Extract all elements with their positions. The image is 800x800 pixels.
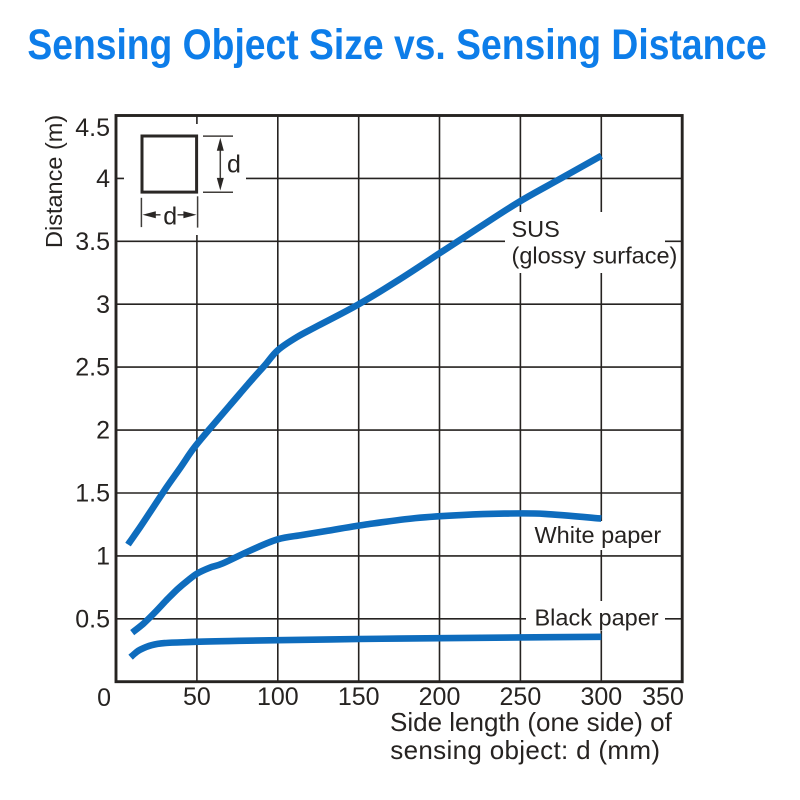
svg-text:d: d [227, 150, 241, 178]
svg-text:200: 200 [419, 683, 461, 711]
svg-text:d: d [163, 203, 177, 231]
svg-text:350: 350 [642, 683, 684, 711]
svg-text:Distance (m): Distance (m) [41, 115, 67, 248]
svg-text:150: 150 [338, 683, 380, 711]
svg-text:4.5: 4.5 [75, 114, 110, 142]
svg-text:250: 250 [500, 683, 542, 711]
svg-text:3.5: 3.5 [75, 228, 110, 256]
svg-text:White paper: White paper [535, 522, 662, 548]
svg-text:Side length (one side) of: Side length (one side) of [390, 707, 673, 737]
svg-text:100: 100 [257, 683, 299, 711]
svg-text:sensing object: d (mm): sensing object: d (mm) [390, 735, 660, 765]
svg-text:2.5: 2.5 [75, 354, 110, 382]
svg-text:50: 50 [183, 683, 211, 711]
svg-text:SUS: SUS [512, 216, 560, 242]
svg-text:1.5: 1.5 [75, 480, 110, 508]
svg-text:2: 2 [96, 417, 110, 445]
svg-text:Sensing Object Size vs. Sensin: Sensing Object Size vs. Sensing Distance [27, 22, 766, 69]
svg-text:(glossy surface): (glossy surface) [512, 243, 678, 269]
svg-text:1: 1 [96, 543, 110, 571]
svg-text:Black paper: Black paper [535, 605, 659, 631]
svg-text:300: 300 [580, 683, 622, 711]
svg-text:3: 3 [96, 291, 110, 319]
svg-text:0: 0 [97, 684, 111, 712]
svg-text:4: 4 [96, 165, 110, 193]
svg-text:0.5: 0.5 [75, 606, 110, 634]
